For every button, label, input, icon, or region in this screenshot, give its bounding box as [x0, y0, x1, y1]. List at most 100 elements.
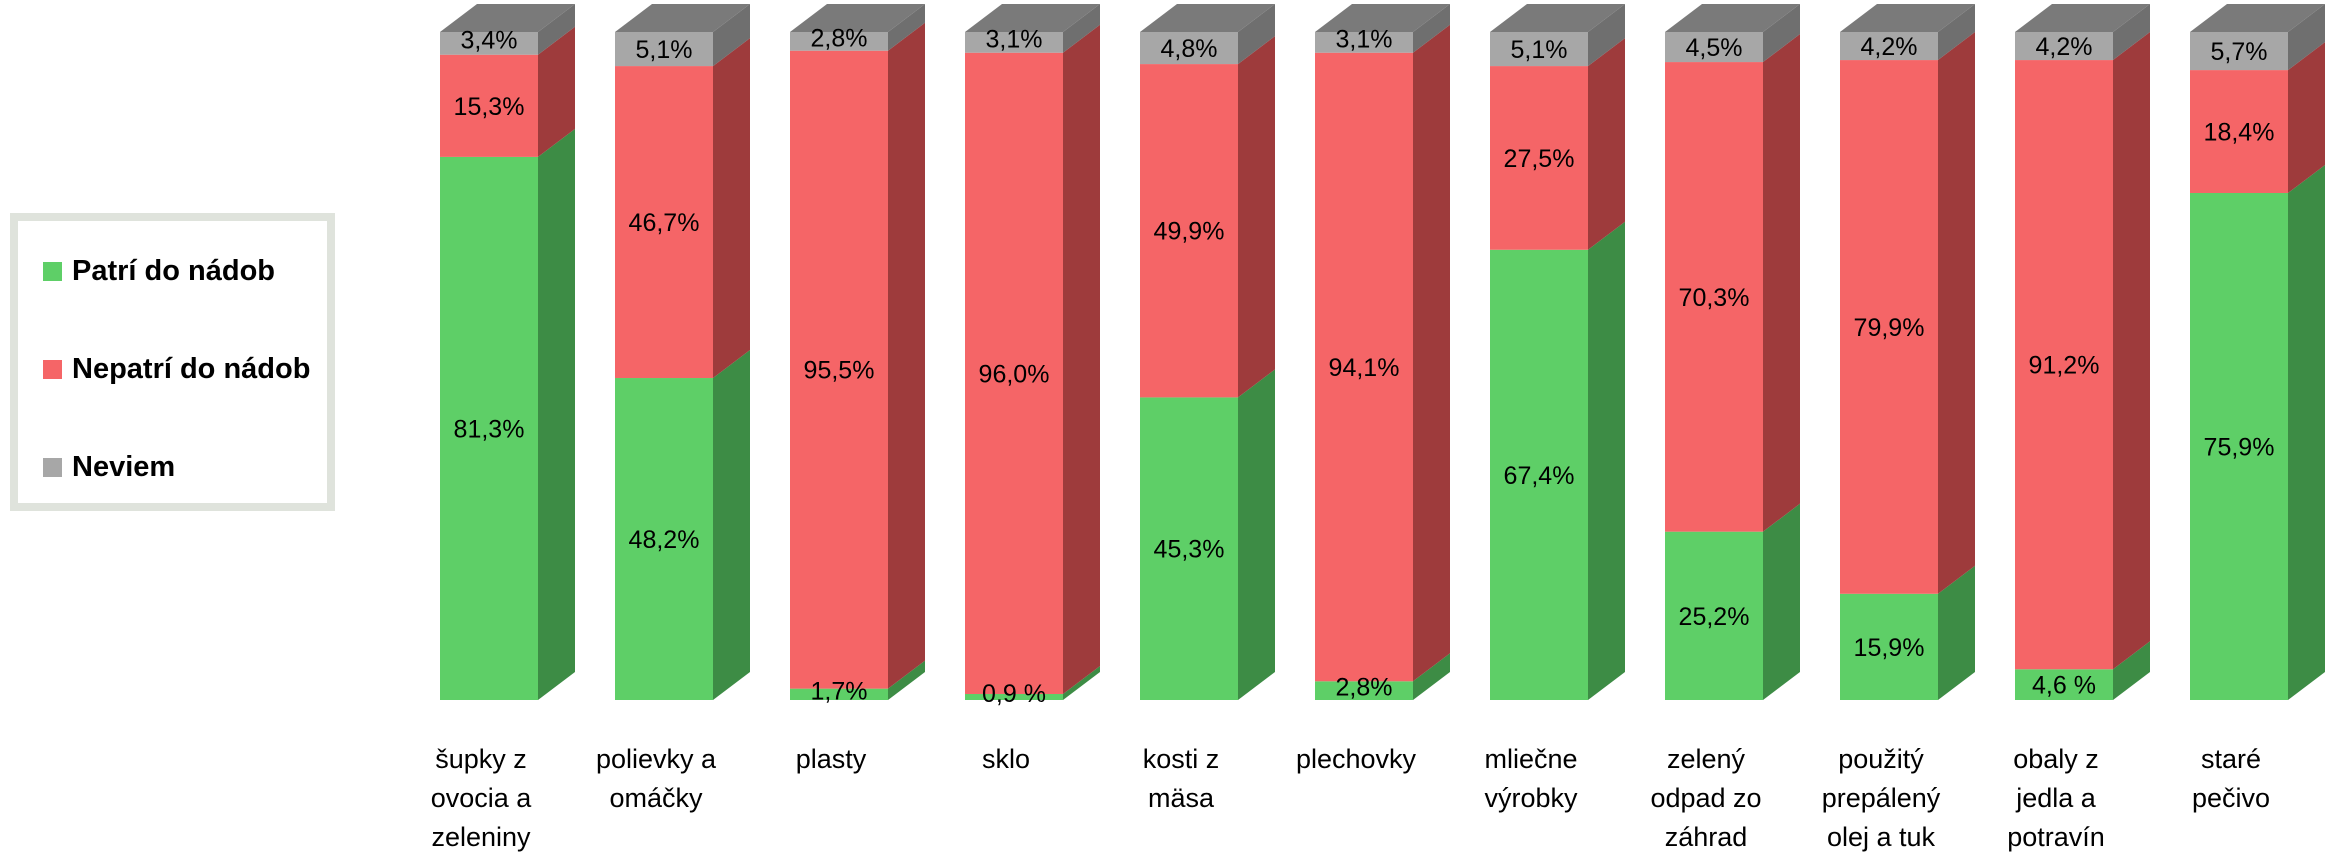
bar-side-segment — [888, 4, 925, 51]
bar-group: 15,9% 79,9% 4,2% použitý prepálený olej a tuk — [1822, 4, 1975, 852]
bar-segment — [965, 52, 1063, 694]
bar-side-segment — [1238, 4, 1275, 65]
legend-item-patri: Patrí do nádob — [43, 251, 275, 291]
category-label: pečivo — [2192, 783, 2270, 813]
bar-side-segment — [1588, 221, 1625, 700]
data-label: 15,3% — [454, 93, 525, 121]
bar-side-segment — [1938, 4, 1975, 61]
bar-top-face — [1315, 4, 1450, 32]
bar-top-face — [790, 4, 925, 32]
data-label: 4,8% — [1161, 35, 1218, 63]
bar-group: 4,6 % 91,2% 4,2% obaly z jedla a potravín — [2007, 4, 2150, 852]
bar-segment — [440, 156, 538, 700]
legend-label-neviem: Neviem — [72, 450, 176, 483]
category-label: jedla a — [2015, 783, 2097, 813]
bar-segment — [440, 32, 538, 55]
bar-segment — [615, 32, 713, 67]
bar-group: 81,3% 15,3% 3,4% šupky z ovocia a zeleniny — [431, 4, 575, 852]
bar-side-segment — [1588, 38, 1625, 250]
data-label: 4,5% — [1686, 34, 1743, 62]
category-label: zelený — [1667, 744, 1746, 774]
bar-side-segment — [1238, 36, 1275, 398]
bar-segment — [1315, 32, 1413, 53]
category-label: staré — [2201, 744, 2261, 774]
bar-side-segment — [1763, 34, 1800, 532]
data-label: 95,5% — [804, 357, 875, 385]
data-label: 46,7% — [629, 209, 700, 237]
legend-item-neviem: Neviem — [43, 447, 175, 487]
data-label: 1,7% — [811, 677, 868, 705]
bar-top-face — [1490, 4, 1625, 32]
bar-side-segment — [1938, 565, 1975, 700]
bar-top-face — [965, 4, 1100, 32]
category-label: ovocia a — [431, 783, 533, 813]
bar-side-segment — [1588, 4, 1625, 67]
data-label: 27,5% — [1504, 145, 1575, 173]
bar-side-segment — [1063, 4, 1100, 53]
data-label: 70,3% — [1679, 284, 1750, 312]
category-label: obaly z — [2013, 744, 2099, 774]
bar-segment — [615, 378, 713, 700]
legend-label-patri: Patrí do nádob — [72, 254, 275, 287]
bar-segment — [2190, 192, 2288, 700]
category-label: plasty — [796, 744, 867, 774]
category-label: polievky a — [596, 744, 717, 774]
bar-group: 75,9% 18,4% 5,7% staré pečivo — [2190, 4, 2325, 813]
bar-segment — [1840, 60, 1938, 594]
bar-segment — [2015, 669, 2113, 700]
bar-segment — [1315, 681, 1413, 700]
data-label: 45,3% — [1154, 536, 1225, 564]
data-label: 5,1% — [1511, 36, 1568, 64]
bar-segment — [790, 688, 888, 700]
legend-label-nepatri: Nepatrí do nádob — [72, 352, 311, 385]
bar-side-segment — [1763, 503, 1800, 700]
legend-item-nepatri: Nepatrí do nádob — [43, 349, 310, 389]
bar-side-segment — [1413, 24, 1450, 682]
bar-side-segment — [1238, 369, 1275, 700]
bar-segment — [1490, 249, 1588, 700]
data-label: 75,9% — [2204, 433, 2275, 461]
bar-side-segment — [1938, 32, 1975, 594]
bar-segment — [1490, 66, 1588, 250]
bar-segment — [1140, 397, 1238, 700]
bar-side-segment — [2288, 4, 2325, 71]
bar-segment — [1490, 32, 1588, 67]
bar-side-segment — [888, 22, 925, 689]
bar-segment — [2015, 60, 2113, 670]
data-label: 67,4% — [1504, 462, 1575, 490]
data-label: 49,9% — [1154, 218, 1225, 246]
bar-segment — [1315, 52, 1413, 682]
data-label: 96,0% — [979, 360, 1050, 388]
bar-side-segment — [538, 128, 575, 700]
bar-group: 45,3% 49,9% 4,8% kosti z mäsa — [1140, 4, 1275, 813]
bar-side-segment — [2113, 641, 2150, 700]
bar-segment — [1665, 62, 1763, 532]
category-label: kosti z — [1143, 744, 1220, 774]
category-label: plechovky — [1296, 744, 1417, 774]
bar-top-face — [1840, 4, 1975, 32]
data-label: 2,8% — [1336, 674, 1393, 702]
data-label: 91,2% — [2029, 352, 2100, 380]
bar-segment — [1840, 32, 1938, 61]
bar-side-segment — [713, 38, 750, 379]
category-label: výrobky — [1484, 783, 1578, 813]
bar-group: 2,8% 94,1% 3,1% plechovky — [1296, 4, 1450, 774]
bar-side-segment — [2113, 4, 2150, 61]
data-label: 18,4% — [2204, 119, 2275, 147]
bar-segment — [965, 693, 1063, 700]
bar-segment — [1665, 531, 1763, 700]
bar-top-face — [615, 4, 750, 32]
category-label: potravín — [2007, 822, 2105, 852]
data-label: 94,1% — [1329, 354, 1400, 382]
category-label: odpad zo — [1650, 783, 1761, 813]
category-label: šupky z — [435, 744, 527, 774]
bar-side-segment — [713, 350, 750, 700]
bar-side-segment — [1413, 4, 1450, 53]
bar-top-face — [1140, 4, 1275, 32]
bar-segment — [615, 66, 713, 379]
bar-top-face — [1665, 4, 1800, 32]
bar-side-segment — [2113, 32, 2150, 670]
bar-group: 25,2% 70,3% 4,5% zelený odpad zo záhrad — [1650, 4, 1800, 852]
bar-segment — [1665, 32, 1763, 63]
